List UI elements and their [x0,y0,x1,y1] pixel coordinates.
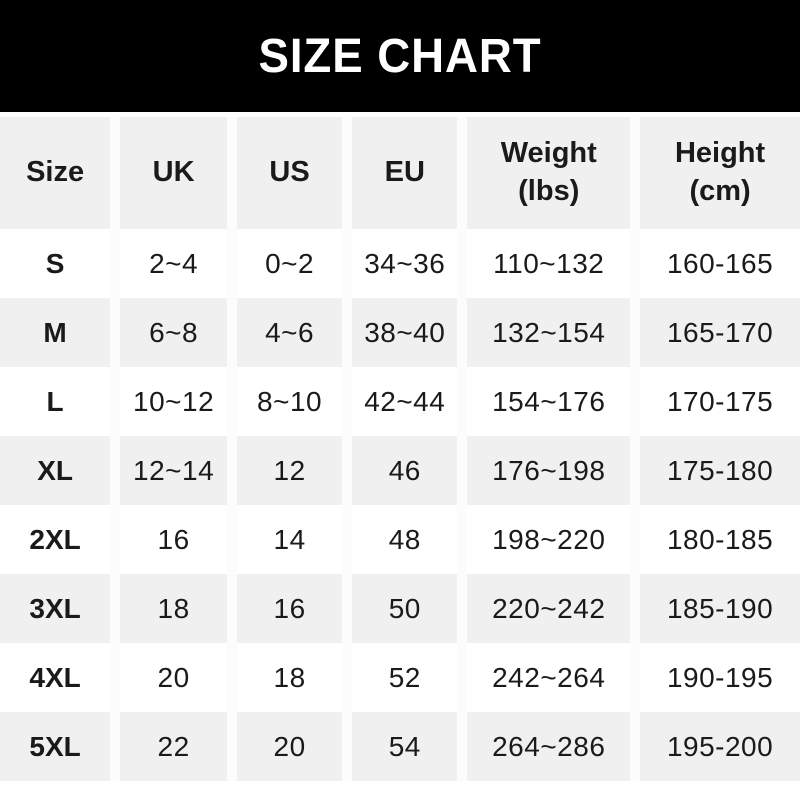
cell-weight: 264~286 [457,712,636,781]
row-l: L 10~12 8~10 42~44 154~176 170-175 [0,367,800,436]
column-header-weight-sub: (lbs) [518,175,580,207]
cell-eu: 46 [342,436,463,505]
row-5xl: 5XL 22 20 54 264~286 195-200 [0,712,800,781]
table-body: S 2~4 0~2 34~36 110~132 160-165 M 6~8 4~… [0,229,800,781]
cell-weight: 242~264 [457,643,636,712]
cell-eu: 50 [342,574,463,643]
cell-us: 4~6 [226,298,348,367]
cell-size: XL [37,454,73,486]
cell-eu: 38~40 [342,298,463,367]
row-3xl: 3XL 18 16 50 220~242 185-190 [0,574,800,643]
cell-size: S [45,247,65,279]
cell-eu: 42~44 [342,367,463,436]
cell-height: 170-175 [630,367,800,436]
cell-height: 185-190 [630,574,800,643]
cell-eu: 34~36 [342,229,463,298]
cell-us: 18 [226,643,348,712]
row-4xl: 4XL 20 18 52 242~264 190-195 [0,643,800,712]
column-header-size: Size [0,117,115,229]
column-header-eu: EU [342,117,463,229]
cell-us: 20 [226,712,348,781]
column-header-us-label: US [269,156,310,189]
cell-height: 175-180 [630,436,800,505]
column-header-height: Height (cm) [630,117,800,229]
cell-eu: 48 [342,505,463,574]
cell-us: 12 [226,436,348,505]
cell-height: 160-165 [630,229,800,298]
column-header-us: US [226,117,348,229]
header-row: Size UK US EU Weight (lbs) Height (cm) [0,117,800,229]
cell-size: M [43,316,67,348]
row-xl: XL 12~14 12 46 176~198 175-180 [0,436,800,505]
cell-weight: 154~176 [457,367,636,436]
cell-size: L [46,385,64,417]
cell-eu: 52 [342,643,463,712]
cell-height: 190-195 [630,643,800,712]
column-header-height-label: Height [674,137,766,170]
cell-us: 8~10 [226,367,348,436]
column-header-eu-label: EU [384,156,425,189]
column-header-uk-label: UK [152,156,195,189]
row-2xl: 2XL 16 14 48 198~220 180-185 [0,505,800,574]
cell-uk: 2~4 [110,229,232,298]
column-header-weight-label: Weight [500,137,597,170]
cell-size: 3XL [29,592,81,624]
cell-uk: 20 [110,643,232,712]
row-m: M 6~8 4~6 38~40 132~154 165-170 [0,298,800,367]
size-chart-table: Size UK US EU Weight (lbs) Height (cm) [0,117,800,781]
cell-height: 195-200 [630,712,800,781]
cell-height: 165-170 [630,298,800,367]
cell-weight: 110~132 [457,229,636,298]
cell-uk: 18 [110,574,232,643]
cell-uk: 10~12 [110,367,232,436]
column-header-height-sub: (cm) [689,175,751,207]
cell-us: 16 [226,574,348,643]
cell-size: 4XL [29,661,81,693]
cell-eu: 54 [342,712,463,781]
cell-weight: 198~220 [457,505,636,574]
cell-weight: 132~154 [457,298,636,367]
cell-uk: 22 [110,712,232,781]
size-chart-banner: SIZE CHART [0,0,800,112]
cell-weight: 220~242 [457,574,636,643]
cell-uk: 16 [110,505,232,574]
size-chart-title: SIZE CHART [258,29,542,83]
cell-us: 0~2 [226,229,348,298]
column-header-size-label: Size [26,156,85,189]
cell-uk: 12~14 [110,436,232,505]
column-header-weight: Weight (lbs) [457,117,636,229]
cell-size: 5XL [29,730,81,762]
cell-height: 180-185 [630,505,800,574]
cell-uk: 6~8 [110,298,232,367]
cell-size: 2XL [29,523,81,555]
row-s: S 2~4 0~2 34~36 110~132 160-165 [0,229,800,298]
table-header: Size UK US EU Weight (lbs) Height (cm) [0,117,800,229]
cell-us: 14 [226,505,348,574]
cell-weight: 176~198 [457,436,636,505]
column-header-uk: UK [110,117,232,229]
